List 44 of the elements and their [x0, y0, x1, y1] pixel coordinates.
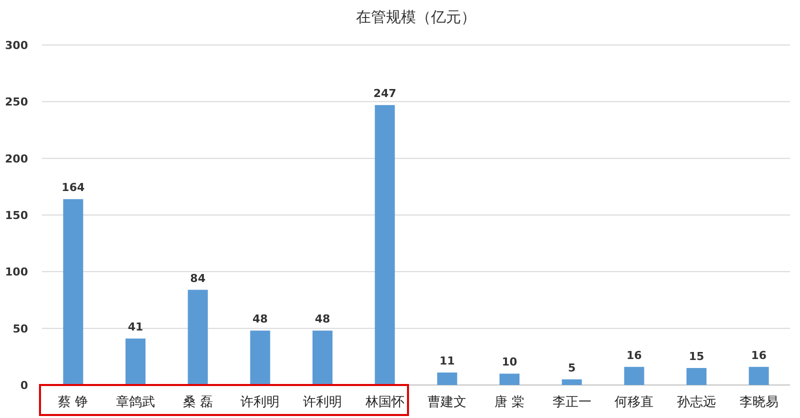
x-tick-label: 孙志远	[677, 395, 716, 410]
bar	[250, 330, 270, 385]
y-tick-label: 200	[5, 152, 28, 166]
x-tick-label: 许利明	[240, 395, 280, 410]
bar	[126, 338, 146, 385]
data-label: 10	[502, 356, 518, 369]
data-label: 41	[128, 320, 144, 334]
data-label: 48	[314, 312, 330, 326]
chart-title: 在管规模（亿元）	[356, 8, 476, 26]
data-label: 84	[190, 272, 206, 285]
data-label: 11	[440, 354, 455, 368]
data-label: 5	[568, 361, 576, 374]
y-tick-label: 0	[20, 379, 28, 392]
x-tick-label: 桑 磊	[182, 395, 213, 410]
x-tick-label: 李正一	[552, 395, 592, 410]
x-tick-label: 曹建文	[428, 395, 467, 410]
bar	[500, 374, 520, 385]
x-tick-label: 章鸽武	[116, 395, 155, 410]
y-tick-label: 100	[5, 266, 28, 279]
x-tick-label: 唐 棠	[494, 395, 525, 410]
y-tick-label: 150	[5, 209, 28, 222]
bar	[188, 290, 208, 385]
y-tick-label: 250	[5, 96, 28, 109]
bar	[63, 199, 84, 385]
data-label: 16	[626, 348, 642, 362]
data-label: 48	[252, 312, 268, 326]
x-tick-label: 何移直	[614, 395, 654, 410]
data-label: 16	[751, 348, 767, 362]
x-tick-label: 蔡 铮	[58, 395, 88, 410]
bar	[437, 372, 458, 385]
y-tick-label: 50	[12, 322, 28, 336]
bar	[312, 330, 332, 385]
data-label: 164	[62, 181, 85, 194]
x-tick-label: 李晓易	[739, 395, 778, 410]
x-tick-label: 许利明	[303, 395, 342, 410]
bar	[748, 366, 769, 385]
bar	[686, 368, 706, 385]
bar	[562, 379, 582, 385]
bar	[624, 366, 644, 385]
data-label: 15	[688, 350, 704, 363]
x-tick-label: 林国怀	[364, 395, 404, 410]
bar	[374, 105, 395, 385]
data-label: 247	[373, 87, 396, 100]
y-tick-label: 300	[5, 39, 28, 52]
